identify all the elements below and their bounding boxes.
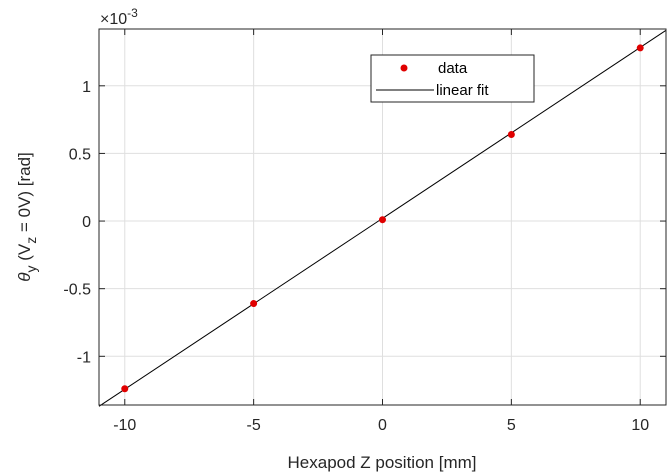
data-point [636,44,644,52]
data-point [121,385,129,393]
x-tick-label: 0 [378,417,387,434]
data-point [379,216,386,224]
x-tick-label: 5 [507,417,516,434]
y-tick-label: -1 [77,349,91,366]
y-tick-label: -0.5 [63,282,91,299]
x-tick-label: 10 [631,417,649,434]
data-point [250,300,258,308]
x-axis-label: Hexapod Z position [mm] [288,453,477,472]
y-axis-label: θy (Vz = 0V) [rad] [15,152,39,282]
y-tick-label: 0.5 [69,146,91,163]
legend-label-data: data [438,60,468,77]
legend: data linear fit [370,54,535,103]
y-tick-label: 1 [82,79,91,96]
legend-label-linear-fit: linear fit [436,82,489,99]
ticks: -10 -5 0 5 10 -1 -0.5 0 0.5 1 [63,29,666,434]
x-tick-label: -10 [113,417,136,434]
data-point [507,130,515,138]
y-exponent-label: ×10-3 [100,6,138,28]
legend-marker-data [400,64,408,72]
x-tick-label: -5 [247,417,261,434]
y-tick-label: 0 [82,214,91,231]
series-layer [98,29,667,407]
legend-box [370,54,535,103]
